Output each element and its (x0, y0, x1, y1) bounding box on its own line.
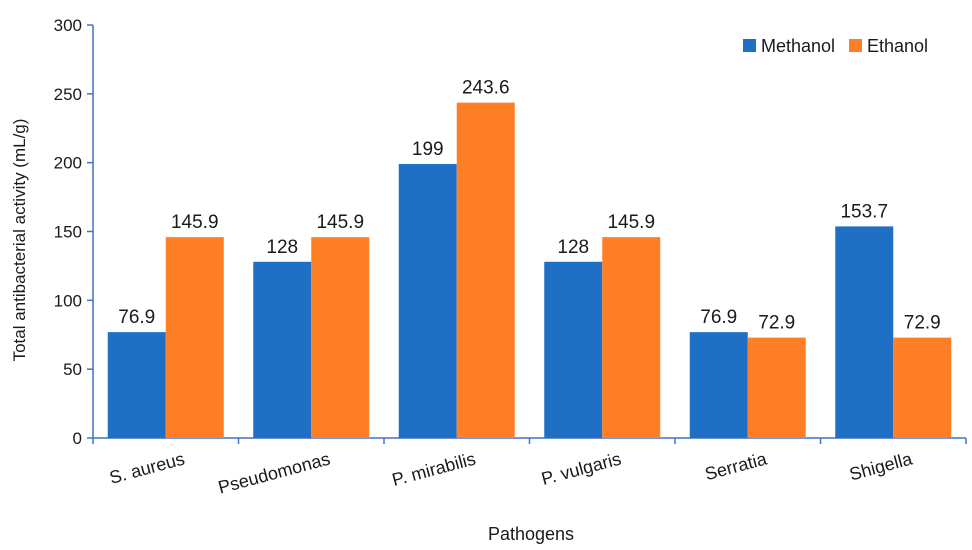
data-label-methanol: 199 (412, 139, 444, 160)
y-tick-label: 250 (54, 85, 82, 104)
x-tick-label-p-mirabilis: P. mirabilis (390, 449, 478, 491)
x-axis: S. aureus Pseudomonas P. mirabilis P. vulga… (92, 437, 967, 498)
data-label-methanol: 76.9 (118, 307, 155, 328)
bar-methanol (107, 332, 166, 438)
y-axis-title: Total antibacterial activity (mL/g) (10, 119, 29, 362)
legend-label-ethanol: Ethanol (867, 36, 928, 56)
x-tick-label-p-vulgaris: P. vulgaris (539, 449, 623, 489)
bar-methanol (544, 261, 603, 438)
bar-methanol (835, 226, 894, 438)
data-label-methanol: 128 (557, 237, 589, 258)
bars (107, 102, 952, 439)
bar-ethanol (602, 237, 661, 438)
bar-methanol (689, 332, 748, 438)
data-labels: 76.9 128 199 128 76.9 153.7 145.9 145.9 243.6 145… (118, 78, 940, 334)
y-tick-label: 0 (73, 429, 82, 448)
y-tick-label: 300 (54, 16, 82, 35)
bar-ethanol (456, 102, 515, 439)
data-label-methanol: 128 (266, 237, 298, 258)
y-tick-label: 150 (54, 223, 82, 242)
y-tick-label: 100 (54, 291, 82, 310)
x-tick-label-serratia: Serratia (703, 448, 770, 484)
x-tick-label-shigella: Shigella (847, 448, 915, 484)
data-label-methanol: 153.7 (840, 201, 888, 222)
y-tick-label: 200 (54, 154, 82, 173)
legend-swatch-ethanol (849, 39, 862, 52)
legend-swatch-methanol (743, 39, 756, 52)
x-tick-label-pseudomonas: Pseudomonas (216, 449, 332, 498)
data-label-ethanol: 145.9 (316, 212, 364, 233)
bar-methanol (253, 261, 312, 438)
bar-ethanol (311, 237, 370, 438)
legend-label-methanol: Methanol (761, 36, 835, 56)
data-label-methanol: 76.9 (700, 307, 737, 328)
data-label-ethanol: 145.9 (607, 212, 655, 233)
x-axis-title: Pathogens (488, 524, 574, 544)
data-label-ethanol: 145.9 (171, 212, 219, 233)
x-tick-label-s-aureus: S. aureus (107, 449, 187, 488)
bar-ethanol (165, 237, 224, 438)
legend: Methanol Ethanol (743, 36, 928, 56)
y-axis: 0 50 100 150 200 250 300 (54, 16, 94, 448)
data-label-ethanol: 72.9 (904, 313, 941, 334)
data-label-ethanol: 243.6 (462, 78, 510, 99)
bar-ethanol (747, 337, 806, 438)
bar-ethanol (893, 337, 952, 438)
y-tick-label: 50 (63, 360, 82, 379)
data-label-ethanol: 72.9 (758, 313, 795, 334)
bar-methanol (398, 164, 457, 438)
